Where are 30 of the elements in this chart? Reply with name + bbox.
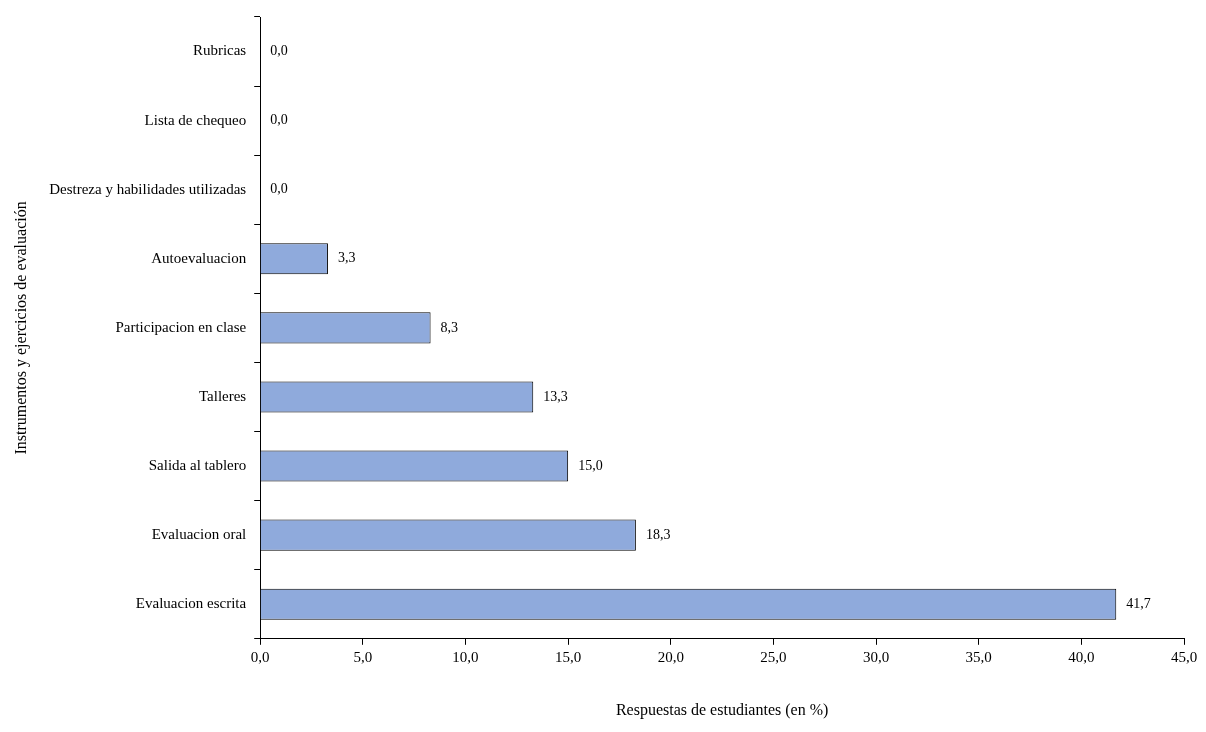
x-axis-title: Respuestas de estudiantes (en %) — [615, 700, 829, 719]
data-label: 0,0 — [270, 43, 288, 59]
y-tick-label: Salida al tablero — [148, 457, 247, 474]
x-tick-label: 35,0 — [965, 648, 992, 665]
x-tick-label: 30,0 — [862, 648, 890, 665]
y-tick-label: Destreza y habilidades utilizadas — [49, 180, 247, 197]
y-tick-label: Participacion en clase — [115, 318, 247, 335]
x-tick-label: 15,0 — [555, 648, 582, 665]
data-label: 41,7 — [1126, 595, 1151, 611]
y-tick-label: Lista de chequeo — [144, 111, 247, 128]
x-tick-label: 5,0 — [353, 648, 373, 665]
y-tick-label: Autoevaluacion — [151, 249, 247, 266]
x-tick-label: 45,0 — [1170, 648, 1198, 665]
data-label: 18,3 — [645, 526, 671, 542]
data-label: 13,3 — [543, 388, 568, 404]
x-tick-label: 25,0 — [760, 648, 787, 665]
x-tick-label: 40,0 — [1068, 648, 1095, 665]
data-label: 0,0 — [270, 112, 288, 128]
y-axis-title: Instrumentos y ejercicios de evaluación — [11, 201, 30, 455]
data-label: 0,0 — [270, 181, 288, 197]
x-tick-label: 20,0 — [657, 648, 684, 665]
data-label: 3,3 — [337, 250, 356, 266]
data-label: 8,3 — [440, 319, 459, 335]
data-label: 15,0 — [578, 457, 603, 473]
x-tick-label: 0,0 — [250, 648, 270, 665]
y-tick-label: Talleres — [198, 387, 247, 404]
y-tick-label: Evaluacion oral — [151, 526, 247, 543]
y-tick-label: Evaluacion escrita — [135, 595, 247, 612]
x-tick-label: 10,0 — [452, 648, 479, 665]
y-tick-label: Rubricas — [192, 42, 247, 59]
